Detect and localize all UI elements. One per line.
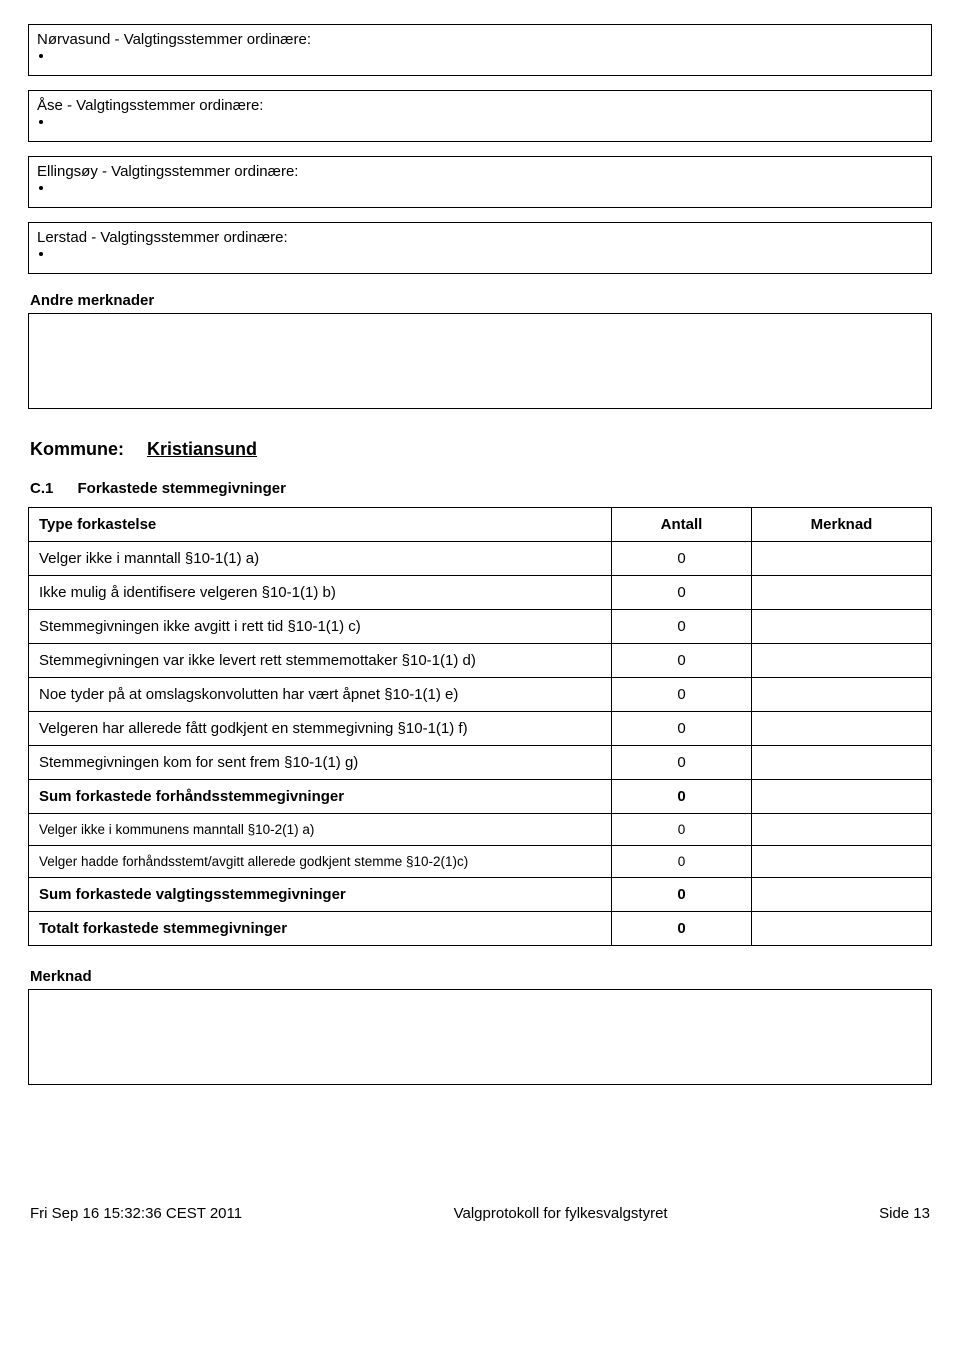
- table-row: Totalt forkastede stemmegivninger0: [29, 912, 932, 946]
- table-row: Stemmegivningen var ikke levert rett ste…: [29, 644, 932, 678]
- row-label: Totalt forkastede stemmegivninger: [29, 912, 612, 946]
- row-merknad: [752, 610, 932, 644]
- row-merknad: [752, 746, 932, 780]
- table-row: Sum forkastede forhåndsstemmegivninger0: [29, 780, 932, 814]
- row-label: Ikke mulig å identifisere velgeren §10-1…: [29, 576, 612, 610]
- andre-merknader-box: [28, 313, 932, 409]
- col-merknad: Merknad: [752, 508, 932, 542]
- c1-heading: C.1 Forkastede stemmegivninger: [30, 480, 932, 497]
- page-footer: Fri Sep 16 15:32:36 CEST 2011 Valgprotok…: [28, 1205, 932, 1222]
- header-box-title: Lerstad - Valgtingsstemmer ordinære:: [37, 229, 923, 246]
- footer-page: Side 13: [879, 1205, 930, 1222]
- row-antall: 0: [612, 542, 752, 576]
- col-type: Type forkastelse: [29, 508, 612, 542]
- row-label: Sum forkastede forhåndsstemmegivninger: [29, 780, 612, 814]
- merknad-box: [28, 989, 932, 1085]
- row-label: Velger ikke i kommunens manntall §10-2(1…: [29, 814, 612, 846]
- row-merknad: [752, 576, 932, 610]
- row-antall: 0: [612, 878, 752, 912]
- c1-title: Forkastede stemmegivninger: [78, 480, 286, 497]
- row-label: Stemmegivningen kom for sent frem §10-1(…: [29, 746, 612, 780]
- table-row: Ikke mulig å identifisere velgeren §10-1…: [29, 576, 932, 610]
- row-antall: 0: [612, 780, 752, 814]
- row-antall: 0: [612, 610, 752, 644]
- merknad-label: Merknad: [30, 968, 932, 985]
- table-row: Sum forkastede valgtingsstemmegivninger0: [29, 878, 932, 912]
- footer-timestamp: Fri Sep 16 15:32:36 CEST 2011: [30, 1205, 242, 1222]
- row-merknad: [752, 644, 932, 678]
- row-antall: 0: [612, 814, 752, 846]
- bullet-icon: [39, 186, 43, 190]
- row-label: Sum forkastede valgtingsstemmegivninger: [29, 878, 612, 912]
- footer-title: Valgprotokoll for fylkesvalgstyret: [454, 1205, 668, 1222]
- header-box: Lerstad - Valgtingsstemmer ordinære:: [28, 222, 932, 274]
- table-row: Velger ikke i manntall §10-1(1) a)0: [29, 542, 932, 576]
- andre-merknader-label: Andre merknader: [30, 292, 932, 309]
- table-row: Stemmegivningen ikke avgitt i rett tid §…: [29, 610, 932, 644]
- row-merknad: [752, 678, 932, 712]
- row-label: Stemmegivningen ikke avgitt i rett tid §…: [29, 610, 612, 644]
- row-antall: 0: [612, 644, 752, 678]
- header-box: Åse - Valgtingsstemmer ordinære:: [28, 90, 932, 142]
- col-antall: Antall: [612, 508, 752, 542]
- row-antall: 0: [612, 712, 752, 746]
- row-merknad: [752, 846, 932, 878]
- row-label: Stemmegivningen var ikke levert rett ste…: [29, 644, 612, 678]
- kommune-line: Kommune: Kristiansund: [30, 439, 932, 460]
- header-box-title: Åse - Valgtingsstemmer ordinære:: [37, 97, 923, 114]
- forkastede-table: Type forkastelse Antall Merknad Velger i…: [28, 507, 932, 946]
- header-box-title: Ellingsøy - Valgtingsstemmer ordinære:: [37, 163, 923, 180]
- row-label: Noe tyder på at omslagskonvolutten har v…: [29, 678, 612, 712]
- row-antall: 0: [612, 846, 752, 878]
- bullet-icon: [39, 120, 43, 124]
- row-antall: 0: [612, 678, 752, 712]
- table-row: Noe tyder på at omslagskonvolutten har v…: [29, 678, 932, 712]
- table-row: Velger hadde forhåndsstemt/avgitt allere…: [29, 846, 932, 878]
- row-label: Velger hadde forhåndsstemt/avgitt allere…: [29, 846, 612, 878]
- table-row: Velger ikke i kommunens manntall §10-2(1…: [29, 814, 932, 846]
- table-row: Stemmegivningen kom for sent frem §10-1(…: [29, 746, 932, 780]
- kommune-label: Kommune:: [30, 439, 124, 459]
- row-label: Velger ikke i manntall §10-1(1) a): [29, 542, 612, 576]
- row-antall: 0: [612, 912, 752, 946]
- bullet-icon: [39, 252, 43, 256]
- bullet-icon: [39, 54, 43, 58]
- row-merknad: [752, 542, 932, 576]
- row-label: Velgeren har allerede fått godkjent en s…: [29, 712, 612, 746]
- table-row: Velgeren har allerede fått godkjent en s…: [29, 712, 932, 746]
- row-merknad: [752, 878, 932, 912]
- header-box: Ellingsøy - Valgtingsstemmer ordinære:: [28, 156, 932, 208]
- c1-number: C.1: [30, 480, 53, 497]
- row-antall: 0: [612, 746, 752, 780]
- row-merknad: [752, 780, 932, 814]
- header-box: Nørvasund - Valgtingsstemmer ordinære:: [28, 24, 932, 76]
- header-box-title: Nørvasund - Valgtingsstemmer ordinære:: [37, 31, 923, 48]
- row-merknad: [752, 814, 932, 846]
- row-merknad: [752, 912, 932, 946]
- row-merknad: [752, 712, 932, 746]
- row-antall: 0: [612, 576, 752, 610]
- kommune-value: Kristiansund: [147, 439, 257, 459]
